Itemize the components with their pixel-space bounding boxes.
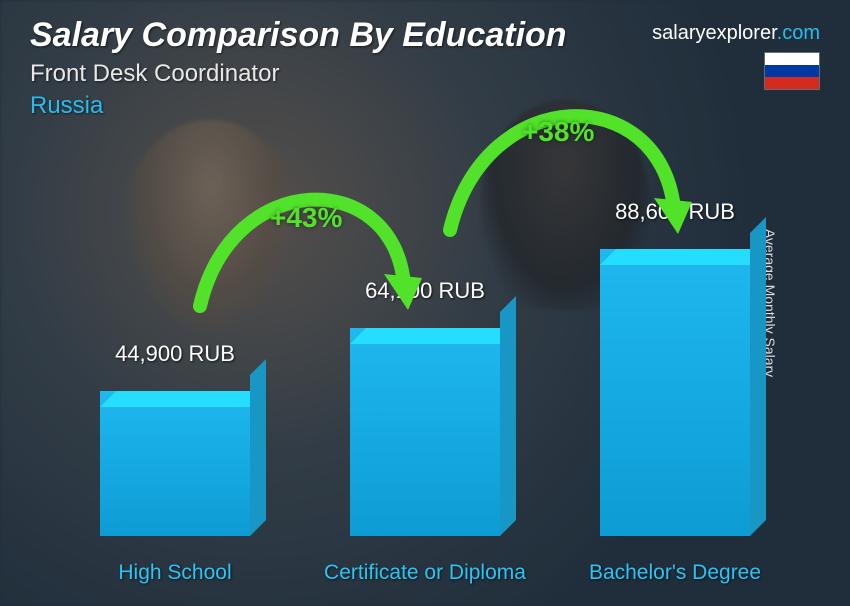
bar-top-face (600, 249, 766, 265)
bar-side-face (250, 359, 266, 536)
chart-title: Salary Comparison By Education (30, 16, 567, 55)
bar-value-label: 64,100 RUB (325, 278, 525, 304)
bar-side-face (750, 217, 766, 536)
country-flag (764, 52, 820, 90)
bar-value-label: 44,900 RUB (75, 341, 275, 367)
brand-name: salaryexplorer (652, 22, 777, 44)
bar: 88,600 RUBBachelor's Degree (600, 249, 750, 536)
brand-domain: .com (777, 22, 820, 44)
flag-stripe-1 (765, 53, 819, 65)
flag-stripe-3 (765, 77, 819, 89)
bar-category-label: Certificate or Diploma (315, 561, 535, 584)
percentage-increase-label: +38% (522, 116, 594, 148)
bar-category-label: High School (65, 561, 285, 584)
bar-top-face (100, 391, 266, 407)
percentage-increase-label: +43% (270, 202, 342, 234)
bar-front-face (350, 328, 500, 536)
bar-value-label: 88,600 RUB (575, 199, 775, 225)
content-layer: Salary Comparison By Education Front Des… (0, 0, 850, 606)
bar-side-face (500, 296, 516, 536)
flag-stripe-2 (765, 65, 819, 77)
bar-front-face (600, 249, 750, 536)
chart-subtitle: Front Desk Coordinator (30, 60, 279, 88)
bar-chart: 44,900 RUBHigh School64,100 RUBCertifica… (60, 130, 770, 586)
bar: 44,900 RUBHigh School (100, 391, 250, 536)
bar-category-label: Bachelor's Degree (565, 561, 785, 584)
chart-country: Russia (30, 92, 103, 120)
brand-watermark: salaryexplorer.com (652, 22, 820, 45)
bar-top-face (350, 328, 516, 344)
bar-front-face (100, 391, 250, 536)
bar: 64,100 RUBCertificate or Diploma (350, 328, 500, 536)
